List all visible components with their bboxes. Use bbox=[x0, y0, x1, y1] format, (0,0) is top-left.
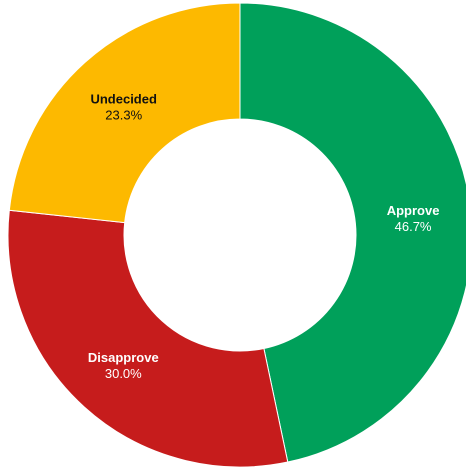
slice-value-approve: 46.7% bbox=[395, 219, 432, 234]
slice-value-disapprove: 30.0% bbox=[105, 366, 142, 381]
slice-label-approve: Approve bbox=[387, 203, 440, 218]
slice-label-disapprove: Disapprove bbox=[88, 350, 159, 365]
slice-undecided bbox=[8, 2, 241, 224]
slice-approve bbox=[239, 2, 466, 463]
slice-label-undecided: Undecided bbox=[90, 92, 157, 107]
slice-disapprove bbox=[7, 209, 289, 468]
slice-value-undecided: 23.3% bbox=[105, 108, 142, 123]
